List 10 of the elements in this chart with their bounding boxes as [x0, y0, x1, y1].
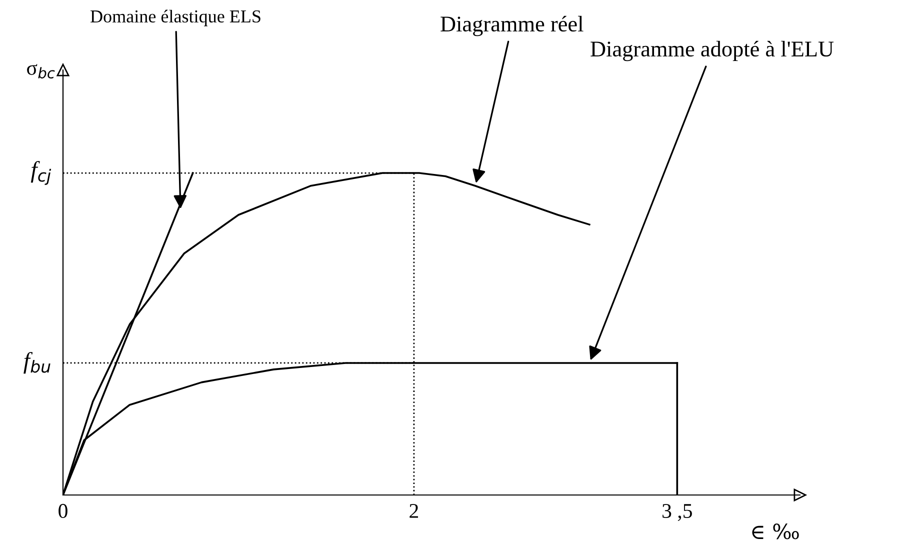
annotation: Diagramme réel: [440, 16, 584, 36]
x-tick-label: 3 ,5: [662, 504, 692, 521]
x-tick-label: 2: [410, 504, 418, 518]
x-axis-title: ∈ ‰: [752, 524, 799, 540]
annotation: Domaine élastique ELS: [90, 10, 260, 26]
y-axis-title: σ$_{bc}$: [27, 64, 55, 78]
annotation: Diagramme adopté à l'ELU: [590, 40, 834, 62]
annotation: f$_{cj}$: [30, 160, 52, 185]
annotation: f$_{bu}$: [24, 352, 50, 374]
x-tick-label: 0: [58, 504, 68, 518]
